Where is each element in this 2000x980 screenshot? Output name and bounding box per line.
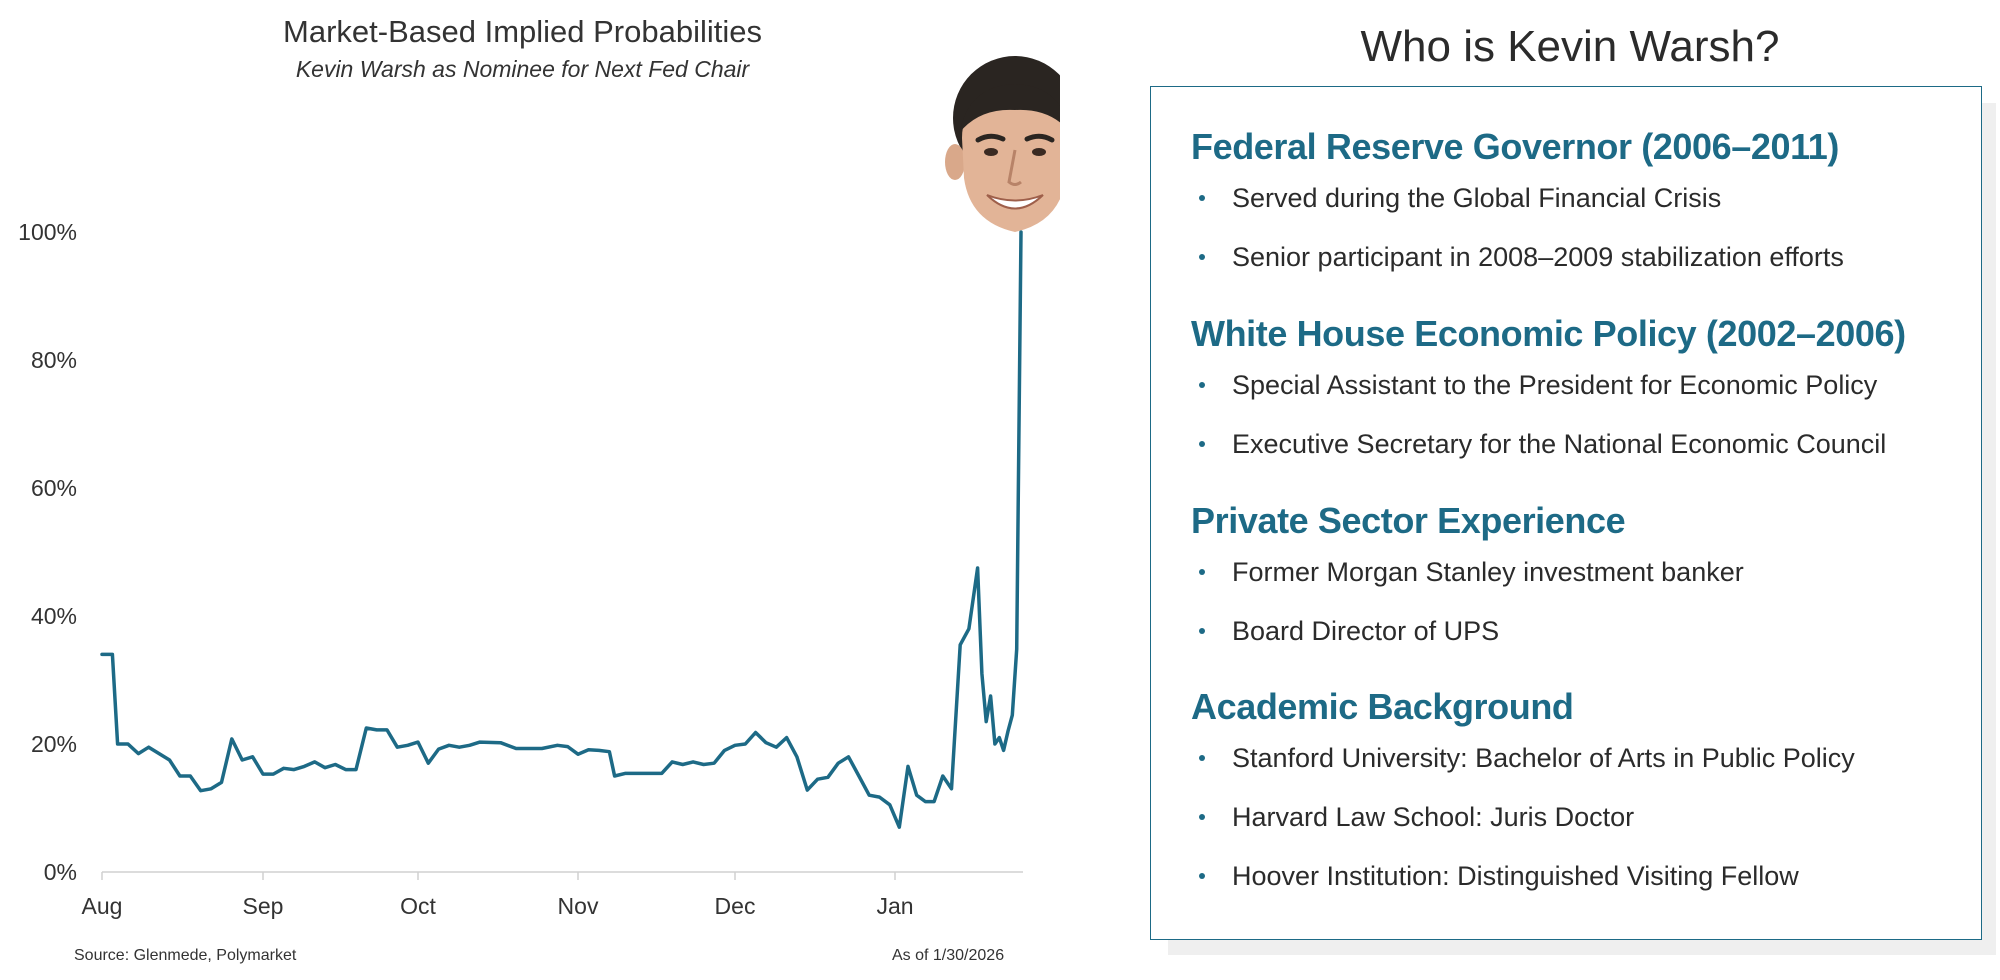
- section-heading: Academic Background: [1191, 686, 1574, 727]
- chart-panel: Market-Based Implied Probabilities Kevin…: [18, 14, 1060, 964]
- bullet-dot-icon: [1199, 755, 1205, 761]
- bio-title: Who is Kevin Warsh?: [1360, 22, 1780, 71]
- bullet-item: Stanford University: Bachelor of Arts in…: [1191, 739, 1971, 777]
- bio-section-private-sector: Private Sector Experience Former Morgan …: [1191, 499, 1971, 671]
- x-tick-label: Oct: [400, 893, 436, 919]
- bio-section-academic: Academic Background Stanford University:…: [1191, 685, 1971, 916]
- bullet-text: Harvard Law School: Juris Doctor: [1232, 802, 1635, 832]
- y-tick-label: 60%: [31, 475, 77, 501]
- series-line: [100, 230, 1023, 829]
- y-tick-label: 80%: [31, 347, 77, 373]
- series-layer: [100, 230, 1023, 829]
- bullet-text: Executive Secretary for the National Eco…: [1232, 429, 1887, 459]
- bullet-dot-icon: [1199, 814, 1205, 820]
- bullet-dot-icon: [1199, 254, 1205, 260]
- bullet-dot-icon: [1199, 628, 1205, 634]
- section-heading: Federal Reserve Governor (2006–2011): [1191, 126, 1839, 167]
- bullet-text: Senior participant in 2008–2009 stabiliz…: [1232, 242, 1844, 272]
- y-tick-label: 20%: [31, 731, 77, 757]
- bullet-item: Senior participant in 2008–2009 stabiliz…: [1191, 238, 1971, 276]
- bullet-dot-icon: [1199, 569, 1205, 575]
- y-tick-label: 0%: [44, 859, 77, 885]
- bio-card: Federal Reserve Governor (2006–2011) Ser…: [1150, 86, 1982, 940]
- x-tick-label: Sep: [243, 893, 284, 919]
- kevin-warsh-portrait: [945, 56, 1060, 232]
- bullet-list: Special Assistant to the President for E…: [1191, 366, 1971, 463]
- bullet-list: Former Morgan Stanley investment banker …: [1191, 553, 1971, 650]
- bullet-item: Served during the Global Financial Crisi…: [1191, 179, 1971, 217]
- bullet-text: Served during the Global Financial Crisi…: [1232, 183, 1722, 213]
- bio-section-fed-governor: Federal Reserve Governor (2006–2011) Ser…: [1191, 125, 1971, 297]
- source-note: Source: Glenmede, Polymarket: [74, 947, 297, 964]
- bullet-item: Board Director of UPS: [1191, 612, 1971, 650]
- bullet-text: Special Assistant to the President for E…: [1232, 370, 1878, 400]
- bullet-text: Former Morgan Stanley investment banker: [1232, 557, 1744, 587]
- section-heading: Private Sector Experience: [1191, 500, 1626, 541]
- x-tick-label: Nov: [558, 893, 599, 919]
- bio-section-white-house: White House Economic Policy (2002–2006) …: [1191, 312, 1971, 484]
- bullet-list: Served during the Global Financial Crisi…: [1191, 179, 1971, 276]
- y-tick-label: 100%: [18, 219, 77, 245]
- bullet-list: Stanford University: Bachelor of Arts in…: [1191, 739, 1971, 895]
- bullet-text: Hoover Institution: Distinguished Visiti…: [1232, 861, 1799, 891]
- bullet-dot-icon: [1199, 873, 1205, 879]
- bullet-dot-icon: [1199, 195, 1205, 201]
- bullet-item: Special Assistant to the President for E…: [1191, 366, 1971, 404]
- y-tick-label: 40%: [31, 603, 77, 629]
- bullet-item: Harvard Law School: Juris Doctor: [1191, 798, 1971, 836]
- as-of-date: As of 1/30/2026: [892, 947, 1005, 964]
- line-chart: Aug Sep Oct Nov Dec Jan 0% 20% 40% 60% 80% 100%: [18, 56, 1060, 919]
- bullet-item: Hoover Institution: Distinguished Visiti…: [1191, 857, 1971, 895]
- section-heading: White House Economic Policy (2002–2006): [1191, 313, 1906, 354]
- bullet-item: Executive Secretary for the National Eco…: [1191, 425, 1971, 463]
- axes: Aug Sep Oct Nov Dec Jan 0% 20% 40% 60% 80% 100%: [18, 219, 1023, 919]
- chart-subtitle: Kevin Warsh as Nominee for Next Fed Chai…: [295, 56, 750, 82]
- bullet-item: Former Morgan Stanley investment banker: [1191, 553, 1971, 591]
- chart-title: Market-Based Implied Probabilities: [283, 14, 762, 49]
- bullet-dot-icon: [1199, 382, 1205, 388]
- bullet-text: Board Director of UPS: [1232, 616, 1500, 646]
- bullet-dot-icon: [1199, 441, 1205, 447]
- x-tick-label: Dec: [715, 893, 756, 919]
- x-tick-label: Jan: [876, 893, 913, 919]
- x-tick-label: Aug: [82, 893, 123, 919]
- bullet-text: Stanford University: Bachelor of Arts in…: [1232, 743, 1855, 773]
